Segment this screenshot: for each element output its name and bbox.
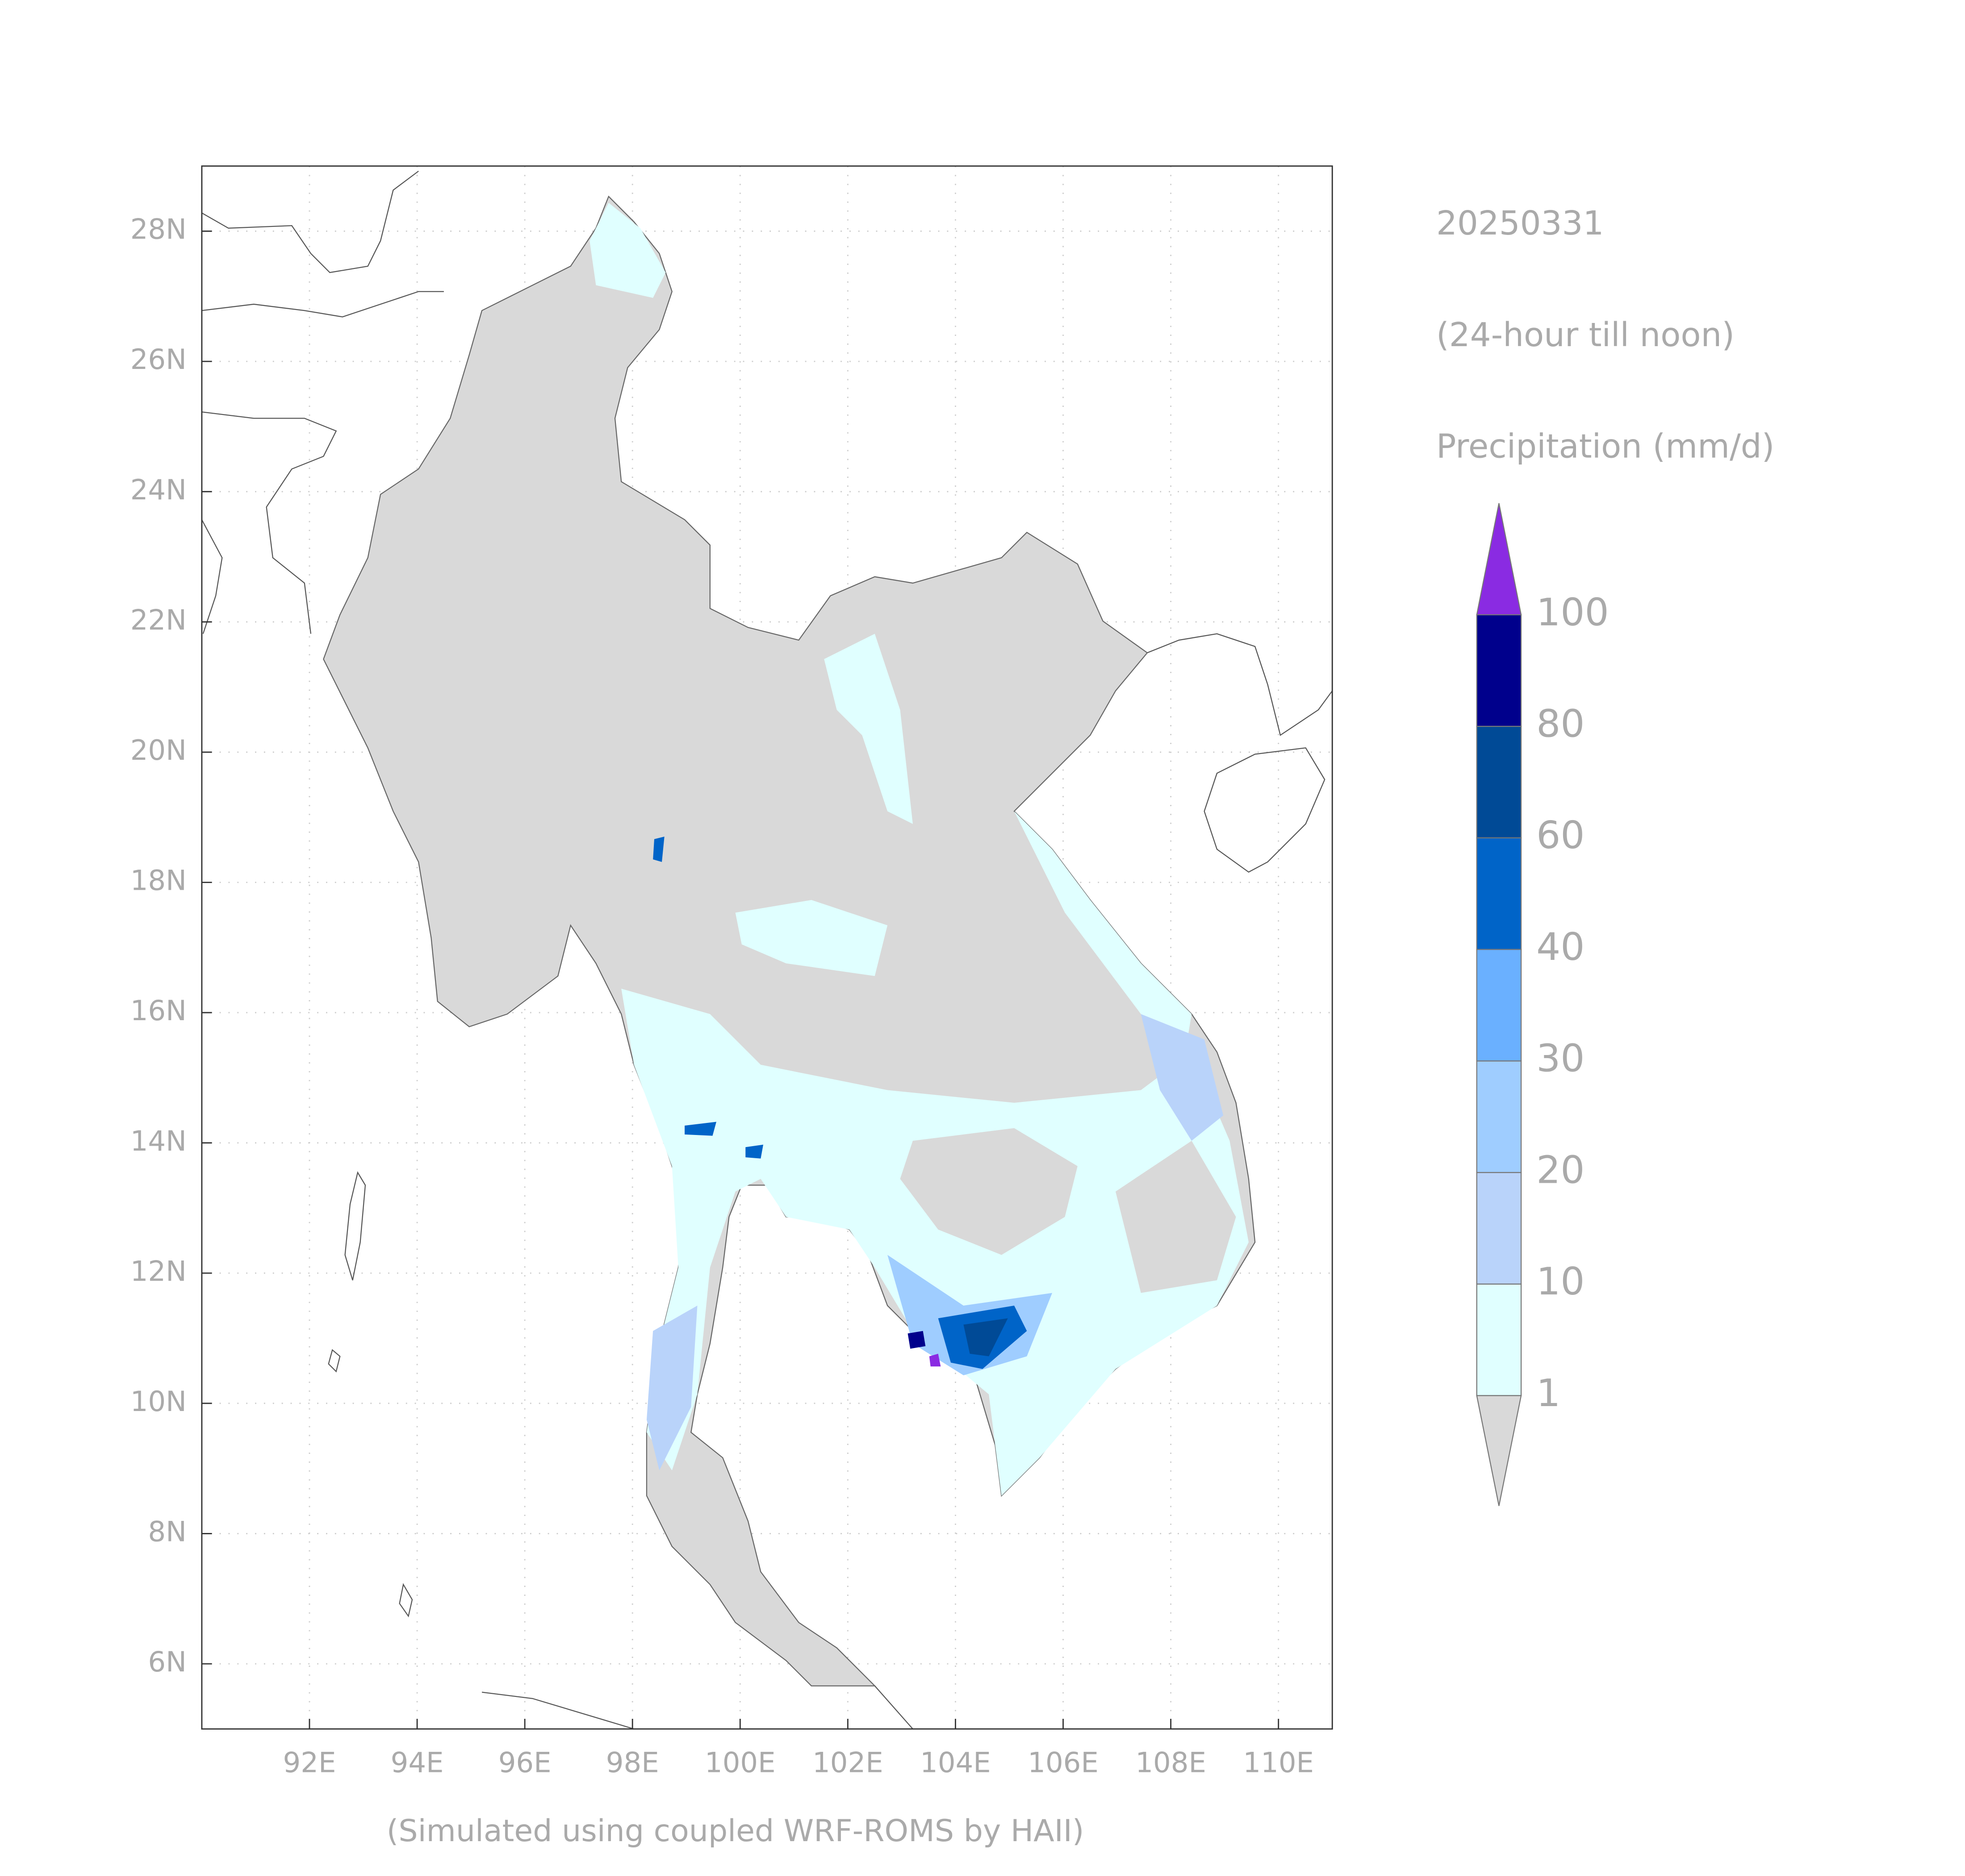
colorbar-label: 60 [1536,813,1585,858]
precip-area [1115,1141,1236,1293]
colorbar-segment [1476,949,1522,1062]
precip-area [929,1353,941,1367]
y-tick-label: 26N [130,343,187,376]
colorbar-label: 80 [1536,702,1585,746]
x-tick-label: 94E [391,1746,444,1779]
coastline [874,1685,913,1729]
coastline [201,411,337,634]
colorbar-label: 100 [1536,590,1609,635]
y-tick-label: 28N [130,213,187,246]
y-tick-label: 6N [148,1646,186,1678]
colorbar-label: 1 [1536,1371,1560,1415]
credit: (Simulated using coupled WRF-ROMS by HAI… [387,1813,1084,1849]
colorbar-label: 10 [1536,1260,1585,1304]
colorbar-segment [1476,614,1522,727]
precip-area [653,836,665,862]
precip-area [621,988,1249,1496]
hainan [1204,747,1325,873]
y-tick-label: 16N [130,994,187,1027]
x-tick-label: 108E [1135,1746,1206,1779]
colorbar-segment [1476,837,1522,950]
y-tick-label: 20N [130,734,187,766]
colorbar-segment [1476,725,1522,838]
x-tick-label: 100E [705,1746,776,1779]
coastline [201,171,419,273]
x-tick-label: 96E [498,1746,552,1779]
coastline [201,519,223,634]
precip-area [900,1128,1078,1255]
variable-label: Precipitation (mm/d) [1436,428,1774,466]
precip-area [685,1122,717,1136]
precip-area [907,1331,926,1349]
precip-area [735,900,888,976]
x-tick-label: 92E [283,1746,336,1779]
coastline [201,291,444,318]
colorbar: 1 10 20 30 40 60 80 100 [1476,503,1609,1506]
x-tick-label: 106E [1028,1746,1099,1779]
precip-area [1014,811,1192,1052]
colorbar-label: 20 [1536,1148,1585,1192]
precip-area [590,203,666,298]
colorbar-label: 40 [1536,925,1585,969]
y-tick-label: 24N [130,473,187,506]
colorbar-segment [1476,1060,1522,1173]
plot-frame [201,165,1333,1730]
colorbar-under [1476,1395,1522,1506]
colorbar-segment [1476,1172,1522,1285]
precip-area [745,1144,764,1159]
island [399,1583,413,1617]
period-label: (24-hour till noon) [1436,316,1735,354]
date-label: 20250331 [1436,205,1604,243]
island [344,1171,366,1281]
y-tick-label: 12N [130,1255,187,1287]
precip-area [824,633,913,824]
precip-area [963,1318,1008,1357]
coastline [1147,633,1333,736]
y-tick-label: 18N [130,864,187,897]
coastline [481,1692,634,1729]
colorbar-over [1476,503,1522,616]
x-tick-label: 98E [606,1746,659,1779]
colorbar-segment [1476,1283,1522,1396]
plot-area [201,165,1333,1730]
x-tick-label: 102E [812,1746,883,1779]
y-tick-label: 8N [148,1516,186,1548]
precip-area [646,1305,698,1470]
y-tick-label: 10N [130,1385,187,1418]
y-tick-label: 14N [130,1125,187,1157]
x-tick-label: 110E [1243,1746,1314,1779]
x-tick-label: 104E [920,1746,991,1779]
precip-area [1141,1014,1224,1141]
y-tick-label: 22N [130,603,187,636]
island [328,1349,341,1373]
colorbar-label: 30 [1536,1037,1585,1081]
